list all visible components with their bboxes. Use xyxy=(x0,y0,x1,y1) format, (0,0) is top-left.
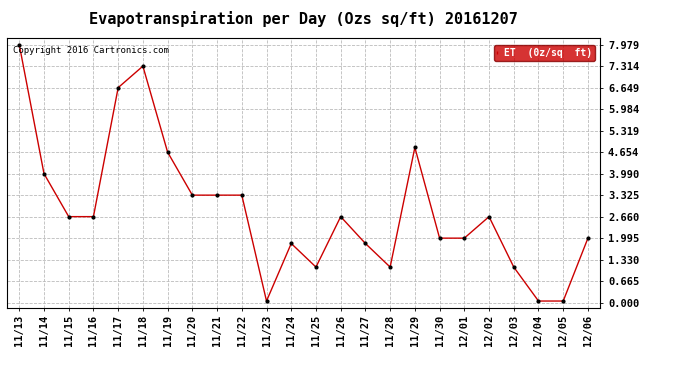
Legend: ET  (0z/sq  ft): ET (0z/sq ft) xyxy=(494,45,595,61)
Text: Copyright 2016 Cartronics.com: Copyright 2016 Cartronics.com xyxy=(13,46,169,55)
Text: Evapotranspiration per Day (Ozs sq/ft) 20161207: Evapotranspiration per Day (Ozs sq/ft) 2… xyxy=(89,11,518,27)
